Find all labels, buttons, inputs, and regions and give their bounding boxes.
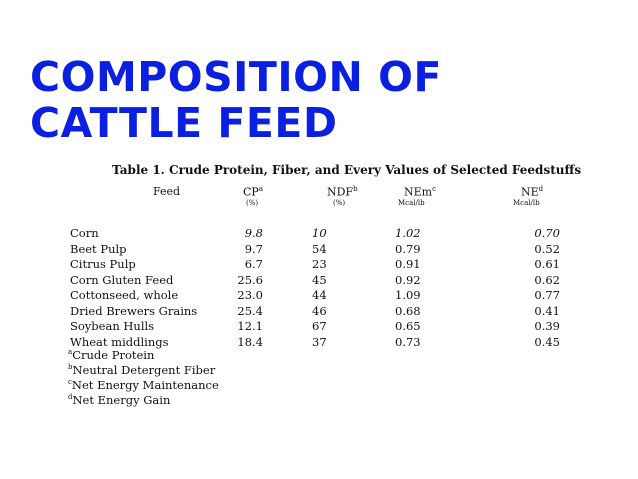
table-row: Cottonseed, whole 23.0 44 1.09 0.77 <box>0 288 638 303</box>
ndf-cell: 45 <box>312 272 327 287</box>
table-row: Corn 9.8 10 1.02 0.70 <box>0 226 638 241</box>
unit-nem: Mcal/lb <box>398 199 425 207</box>
nem-cell: 0.91 <box>395 257 421 271</box>
feed-cell: Corn <box>70 226 99 240</box>
table-row: Wheat middlings 18.4 37 0.73 0.45 <box>0 335 638 350</box>
cp-cell: 9.7 <box>244 241 263 256</box>
feed-cell: Wheat middlings <box>70 334 169 349</box>
table-row: Beet Pulp 9.7 54 0.79 0.52 <box>0 242 638 257</box>
nem-cell: 1.02 <box>395 226 421 240</box>
header-cp: CPa <box>243 185 264 199</box>
unit-cp: (%) <box>246 199 259 207</box>
ne-cell: 0.77 <box>534 288 560 302</box>
nem-cell: 0.79 <box>395 241 421 256</box>
unit-ndf: (%) <box>333 199 346 207</box>
ne-cell: 0.70 <box>534 226 560 240</box>
feed-cell: Dried Brewers Grains <box>70 303 198 318</box>
header-nem: NEmc <box>404 185 437 199</box>
ndf-cell: 10 <box>312 226 327 240</box>
ne-cell: 0.41 <box>534 303 560 318</box>
ndf-cell: 67 <box>312 319 327 333</box>
nem-cell: 1.09 <box>395 288 421 302</box>
cp-cell: 23.0 <box>237 288 263 302</box>
nem-cell: 0.73 <box>395 334 421 349</box>
table-caption: Table 1. Crude Protein, Fiber, and Every… <box>112 163 582 177</box>
cp-cell: 12.1 <box>237 319 263 333</box>
cp-cell: 6.7 <box>244 257 263 271</box>
cp-cell: 25.4 <box>237 303 263 318</box>
nem-cell: 0.68 <box>395 303 421 318</box>
slide-title: Composition of Cattle Feed <box>30 53 442 147</box>
nem-cell: 0.65 <box>395 319 421 333</box>
header-ne: NEd <box>521 185 544 199</box>
ne-cell: 0.62 <box>534 272 560 287</box>
footnote: bNeutral Detergent Fiber <box>68 363 216 377</box>
nem-cell: 0.92 <box>395 272 421 287</box>
table-row: Citrus Pulp 6.7 23 0.91 0.61 <box>0 257 638 272</box>
ndf-cell: 37 <box>312 334 327 349</box>
ne-cell: 0.52 <box>534 241 560 256</box>
cp-cell: 18.4 <box>237 334 263 349</box>
ne-cell: 0.39 <box>534 319 560 333</box>
unit-ne: Mcal/lb <box>513 199 540 207</box>
table-row: Corn Gluten Feed 25.6 45 0.92 0.62 <box>0 273 638 288</box>
ndf-cell: 44 <box>312 288 327 302</box>
ndf-cell: 46 <box>312 303 327 318</box>
feed-cell: Corn Gluten Feed <box>70 272 174 287</box>
feed-cell: Cottonseed, whole <box>70 288 179 302</box>
cp-cell: 25.6 <box>237 272 263 287</box>
ndf-cell: 54 <box>312 241 327 256</box>
table-row: Dried Brewers Grains 25.4 46 0.68 0.41 <box>0 304 638 319</box>
ndf-cell: 23 <box>312 257 327 271</box>
footnote: dNet Energy Gain <box>68 393 171 407</box>
footnote: aCrude Protein <box>68 348 155 362</box>
header-ndf: NDFb <box>327 185 358 199</box>
table-row: Soybean Hulls 12.1 67 0.65 0.39 <box>0 319 638 334</box>
ne-cell: 0.45 <box>534 334 560 349</box>
feed-cell: Soybean Hulls <box>70 319 155 333</box>
cp-cell: 9.8 <box>244 226 263 240</box>
feed-cell: Beet Pulp <box>70 241 127 256</box>
header-feed: Feed <box>153 185 181 198</box>
footnote: cNet Energy Maintenance <box>68 378 219 392</box>
ne-cell: 0.61 <box>534 257 560 271</box>
feed-cell: Citrus Pulp <box>70 257 136 271</box>
